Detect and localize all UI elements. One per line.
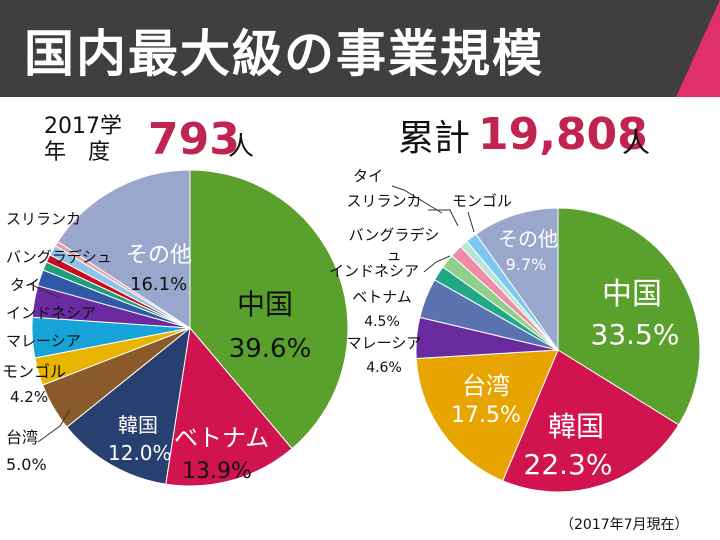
pie1-label-china: 中国 <box>237 288 293 321</box>
pie2-label-vietnam: ベトナム <box>352 288 412 306</box>
pie1-slice-中国 <box>189 169 349 450</box>
left-count-unit: 人 <box>228 132 255 162</box>
pie2-label-china: 中国 <box>602 277 662 312</box>
pie2-slice-韓国 <box>502 349 680 493</box>
pie1-label-srilanka: スリランカ <box>6 210 81 228</box>
pie1-slice-ベトナム <box>165 326 293 487</box>
pie2-label-bangladesh-tail: ュ <box>386 246 401 264</box>
pie2-pct-taiwan: 17.5% <box>451 403 521 428</box>
pie1-pct-taiwan: 5.0% <box>6 455 47 474</box>
pie2-slice-中国 <box>557 207 701 426</box>
pie2-leader-indonesia <box>423 255 451 273</box>
pie1-pct-mongolia: 4.2% <box>10 388 48 406</box>
pie1-label-malaysia: マレーシア <box>6 332 81 350</box>
pie2-label-thailand: タイ <box>353 167 383 185</box>
pie2-label-indonesia: インドネシア <box>329 262 419 280</box>
pie1-pct-korea: 12.0% <box>108 441 172 465</box>
pie2-leader-thailand <box>391 185 443 214</box>
pie2-pct-vietnam: 4.5% <box>364 314 400 330</box>
pie2-pct-korea: 22.3% <box>524 448 613 481</box>
pie2-slice-台湾 <box>415 349 559 482</box>
pie2-label-other: その他 <box>498 227 558 251</box>
pie2-pct-china: 33.5% <box>591 318 680 351</box>
pie2-pct-malaysia: 4.6% <box>366 360 402 376</box>
pie2-label-malaysia: マレーシア <box>347 334 422 352</box>
right-count-unit: 人 <box>622 126 651 159</box>
pie1-label-mongolia: モンゴル <box>2 362 66 381</box>
pie1-pct-vietnam: 13.9% <box>182 459 252 484</box>
title-bar: 国内最大級の事業規模 <box>0 0 720 97</box>
pie2-label-taiwan: 台湾 <box>462 372 510 400</box>
pie1-leader-thailand <box>29 283 61 299</box>
pie1-slice-韓国 <box>66 326 191 485</box>
pie1-label-taiwan: 台湾 <box>6 428 38 447</box>
pie2-slice-その他 <box>475 207 559 352</box>
pie1-label-korea: 韓国 <box>118 413 158 437</box>
page-title: 国内最大級の事業規模 <box>24 25 544 83</box>
right-count: 19,808 <box>478 109 648 160</box>
pie1-leader-taiwan <box>37 409 71 443</box>
right-total-label: 累計 <box>398 118 471 159</box>
footnote: （2017年7月現在） <box>560 517 689 533</box>
pie2-pct-other: 9.7% <box>506 255 547 274</box>
pie2-label-mongolia: モンゴル <box>452 192 512 210</box>
pie1-label-indonesia: インドネシア <box>6 304 96 322</box>
pie2-label-srilanka: スリランカ <box>346 192 421 210</box>
left-year-label: 2017学 <box>44 114 122 139</box>
pie2-label-bangladesh: バングラデシ <box>349 226 440 244</box>
pie2-leader-srilanka <box>428 209 459 227</box>
pie1-label-other: その他 <box>126 243 192 268</box>
left-count: 793 <box>148 114 240 165</box>
pie1-label-thailand: タイ <box>10 276 40 294</box>
title-accent <box>676 0 720 97</box>
pie1-pct-other: 16.1% <box>130 274 187 295</box>
pie2-leader-mongolia <box>467 211 475 233</box>
pie1-pct-china: 39.6% <box>229 334 312 364</box>
pie1-label-vietnam: ベトナム <box>174 424 269 452</box>
pie1-label-bangladesh: バングラデシュ <box>6 248 112 266</box>
pie2-label-korea: 韓国 <box>548 410 604 443</box>
left-year-label-2: 年 度 <box>44 140 111 165</box>
pie1-slice-その他 <box>57 169 191 329</box>
